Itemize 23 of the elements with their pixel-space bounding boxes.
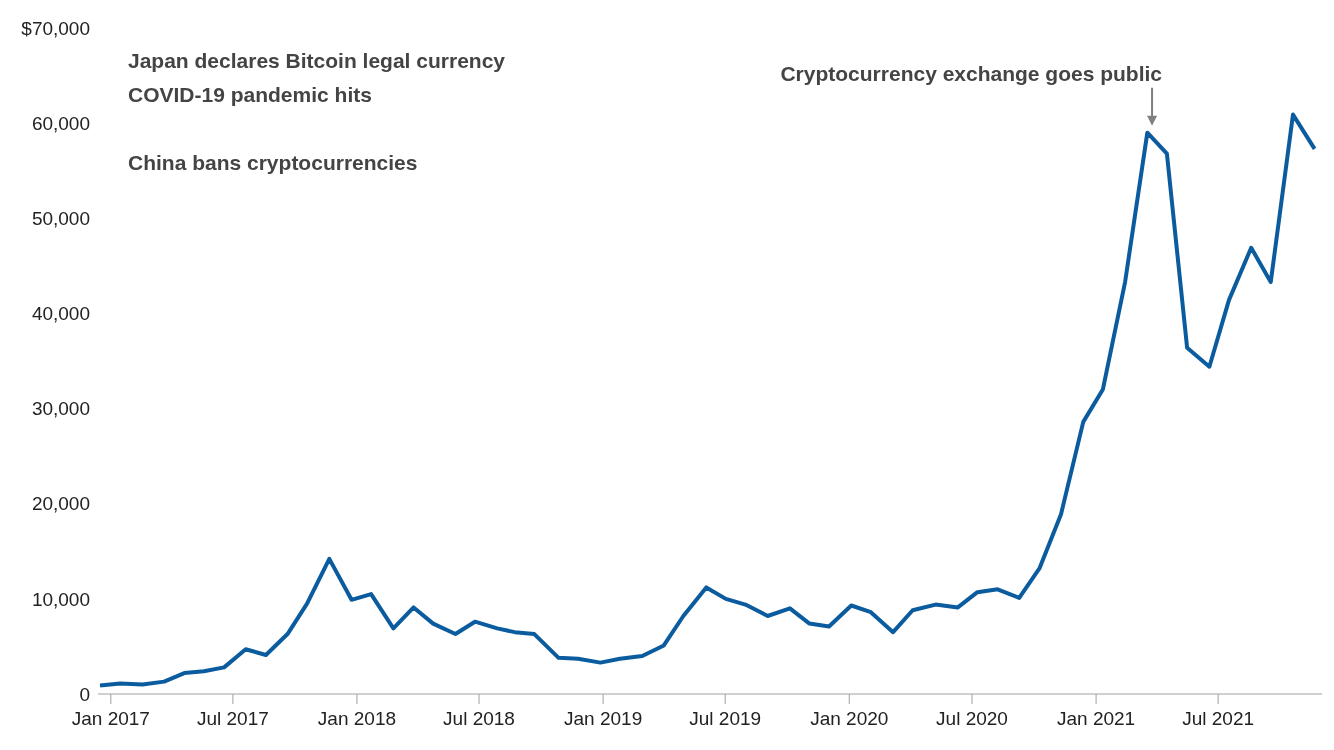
- annotation: China bans cryptocurrencies: [128, 151, 418, 174]
- x-tick-label: Jan 2018: [317, 708, 397, 730]
- x-tick-label: Jan 2020: [810, 708, 889, 730]
- x-tick-label: Jan 2021: [1056, 708, 1136, 730]
- x-tick-label: Jul 2021: [1182, 708, 1255, 730]
- x-tick-label: Jul 2017: [196, 708, 269, 730]
- annotation: Cryptocurrency exchange goes public: [780, 61, 1163, 85]
- x-tick-label: Jul 2019: [689, 708, 762, 730]
- x-tick-label: Jul 2020: [936, 708, 1008, 730]
- annotation: COVID-19 pandemic hits: [128, 83, 372, 106]
- y-tick-label: 20,000: [31, 493, 90, 515]
- y-tick-label: 30,000: [31, 398, 90, 420]
- x-tick-label: Jul 2018: [443, 708, 515, 730]
- y-tick-label: 40,000: [31, 303, 90, 325]
- x-tick-label: Jan 2017: [71, 708, 150, 730]
- y-tick-label: 0: [79, 683, 90, 705]
- annotation: Japan declares Bitcoin legal currency: [128, 49, 506, 72]
- y-tick-label: $70,000: [21, 17, 90, 39]
- y-tick-label: 50,000: [31, 208, 90, 230]
- y-tick-label: 10,000: [31, 588, 90, 610]
- y-tick-label: 60,000: [31, 112, 90, 134]
- line-series: [98, 112, 1317, 688]
- x-tick-label: Jan 2019: [564, 708, 643, 730]
